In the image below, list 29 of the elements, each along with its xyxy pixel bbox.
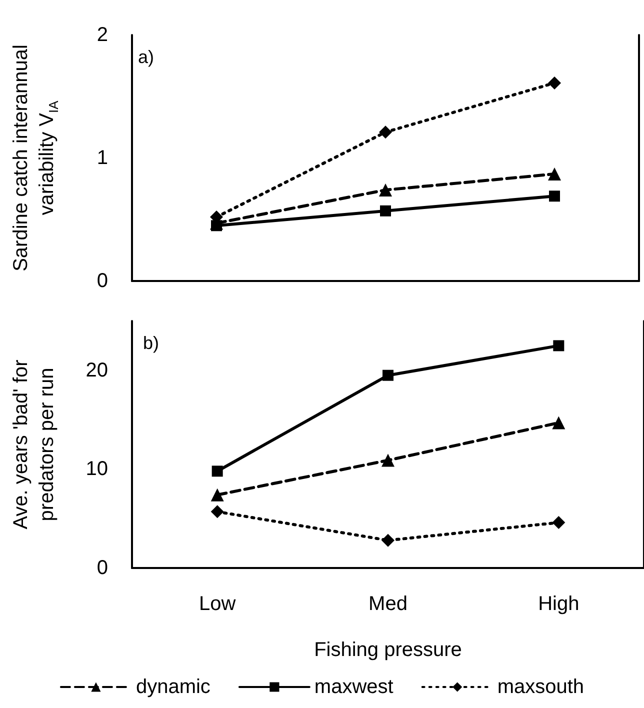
point	[552, 516, 566, 530]
text: b)	[143, 333, 160, 353]
y-tick-label: 10	[86, 458, 108, 480]
x-tick-label: Med	[368, 593, 408, 615]
legend-label: dynamic	[136, 676, 210, 698]
y-tick-label: 2	[96, 24, 108, 46]
legend-label: maxsouth	[497, 676, 584, 698]
legend-label: maxwest	[314, 676, 394, 698]
point	[380, 205, 391, 216]
x-tick-label: High	[538, 593, 580, 615]
y-tick-label: 1	[96, 147, 108, 169]
point	[553, 340, 564, 352]
point	[549, 190, 560, 202]
point	[210, 505, 224, 518]
y-tick-label: 0	[96, 557, 108, 579]
x-axis-title: Fishing pressure	[314, 639, 462, 661]
y-tick-label: 0	[96, 270, 108, 292]
point	[210, 488, 224, 502]
point	[382, 454, 394, 467]
point	[212, 466, 223, 477]
point	[379, 126, 392, 139]
y-tick-label: 20	[86, 359, 108, 382]
point	[382, 370, 394, 381]
point	[552, 416, 566, 430]
point	[382, 534, 394, 547]
x-tick-label: Low	[198, 593, 236, 615]
y-axis-title: Ave. years 'bad' for predators per run	[10, 359, 58, 530]
text: a)	[138, 47, 154, 67]
point	[548, 76, 561, 90]
